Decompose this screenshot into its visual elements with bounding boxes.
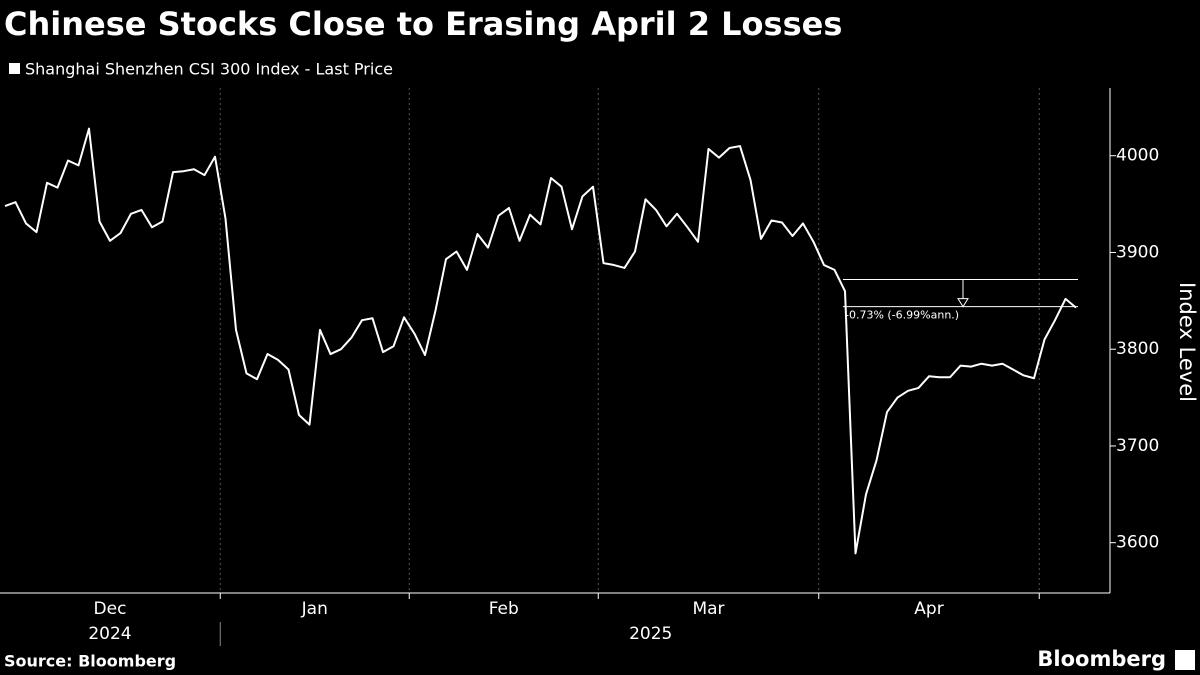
annotation-label: -0.73% (-6.99%ann.) [845, 309, 959, 322]
annotation-arrowhead [957, 298, 969, 308]
x-tick-label: Dec [94, 599, 127, 619]
x-tick-label: Apr [914, 599, 943, 619]
y-tick-label: 3700 [1116, 436, 1159, 456]
price-line [4, 127, 1077, 555]
brand-icon [1175, 650, 1195, 670]
y-tick-label: 4000 [1116, 146, 1159, 166]
chart-title: Chinese Stocks Close to Erasing April 2 … [4, 5, 842, 43]
y-tick-label: 3900 [1116, 242, 1159, 262]
legend-swatch [9, 63, 20, 74]
year-label: 2025 [629, 624, 672, 644]
x-tick-label: Feb [489, 599, 519, 619]
y-tick-label: 3600 [1116, 533, 1159, 553]
y-axis-label: Index Level [1175, 282, 1199, 402]
year-label: 2024 [88, 624, 131, 644]
brand: Bloomberg [1037, 647, 1166, 671]
y-tick-label: 3800 [1116, 339, 1159, 359]
source: Source: Bloomberg [4, 652, 176, 671]
legend-label: Shanghai Shenzhen CSI 300 Index - Last P… [25, 60, 393, 79]
x-tick-label: Mar [692, 599, 724, 619]
x-tick-label: Jan [301, 599, 328, 619]
